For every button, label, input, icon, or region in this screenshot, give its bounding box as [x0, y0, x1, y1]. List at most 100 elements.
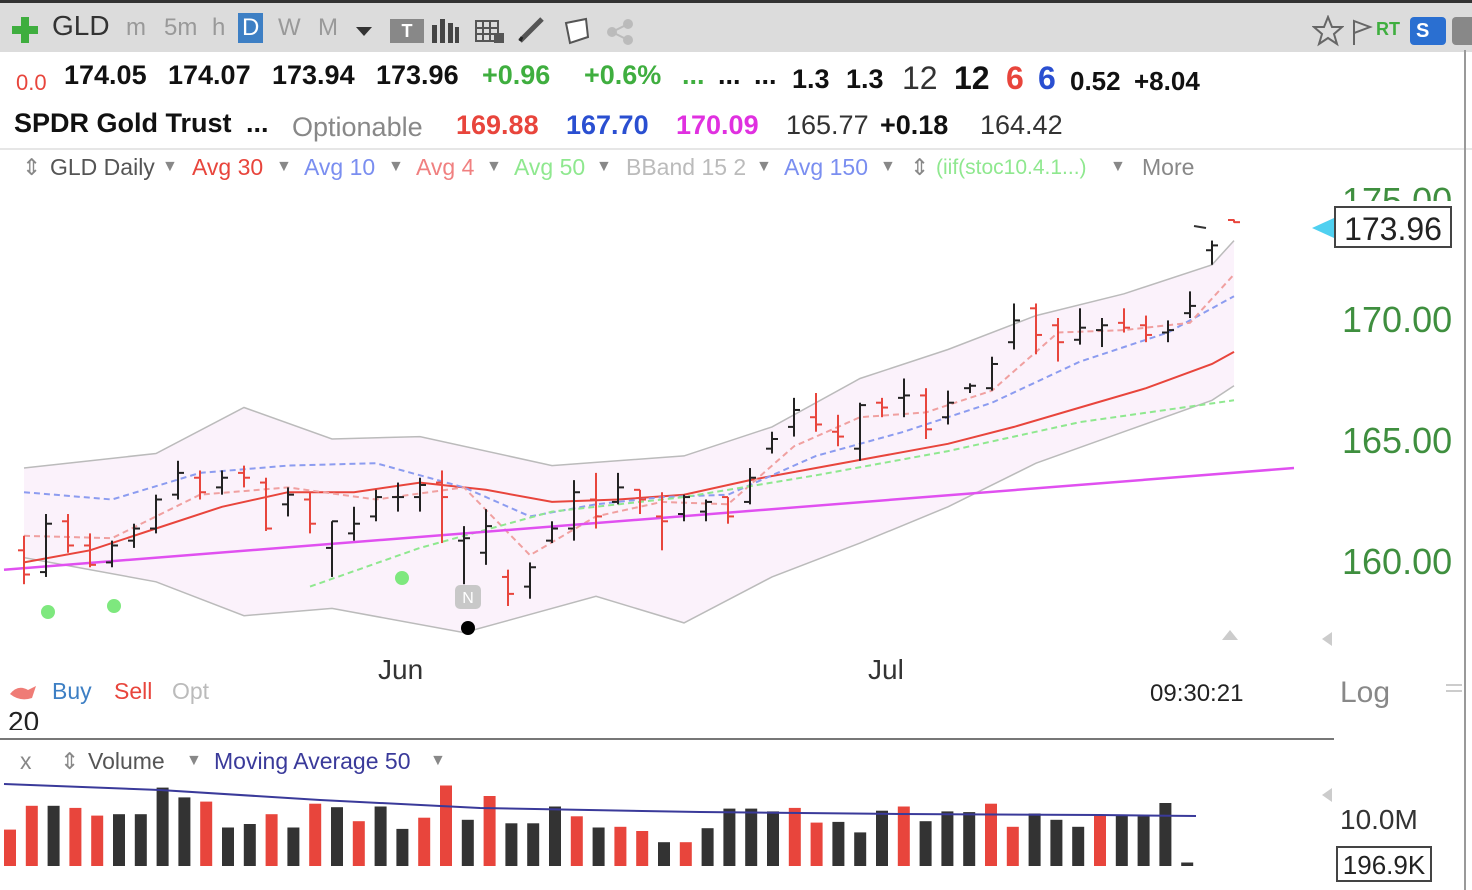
price-bar	[1096, 318, 1108, 348]
volume-bar	[113, 814, 125, 866]
legend-bband-dropdown-icon[interactable]: ▼	[756, 158, 772, 175]
s-menu-button[interactable]: S	[1410, 17, 1446, 45]
flag-icon[interactable]	[1350, 17, 1374, 47]
price-bar	[84, 533, 96, 568]
quote-value-2: 1.3	[846, 64, 884, 94]
price-field-6: 164.42	[980, 110, 1063, 140]
price-bar	[1030, 303, 1042, 355]
volume-bar	[701, 828, 714, 866]
text-tool-icon[interactable]: T	[390, 19, 424, 43]
volume-ma-dropdown-icon[interactable]: ▼	[430, 752, 446, 769]
volume-bar	[309, 803, 322, 866]
quote-dots-3: ...	[754, 60, 777, 90]
price-bar	[1162, 320, 1174, 343]
price-bar	[392, 482, 404, 512]
volume-bar	[810, 822, 823, 866]
price-bar	[216, 470, 228, 495]
volume-bar	[963, 812, 976, 866]
bband-upper-line	[23, 240, 1235, 469]
add-icon[interactable]	[10, 15, 40, 45]
legend-avg30-dropdown-icon[interactable]: ▼	[276, 158, 292, 175]
legend-main-dropdown-icon[interactable]: ▼	[162, 158, 178, 175]
signal-dot-green	[107, 599, 121, 613]
volume-bar	[1072, 826, 1085, 866]
volume-scroll-icon[interactable]	[1322, 788, 1332, 802]
timeframe-daily[interactable]: D	[238, 13, 264, 43]
bar-style-icon[interactable]	[430, 17, 460, 45]
volume-bar	[47, 805, 60, 866]
signal-dot-green	[41, 605, 55, 619]
quote-dots-1: ...	[682, 60, 705, 90]
volume-bar	[331, 807, 343, 866]
timeframe-weekly[interactable]: W	[278, 14, 301, 41]
price-bar	[678, 494, 690, 522]
star-icon[interactable]	[1311, 14, 1345, 47]
price-bars	[18, 218, 1240, 606]
price-label-165: 165.00	[1342, 420, 1453, 461]
options-button[interactable]: Opt	[172, 678, 210, 704]
legend-avg50[interactable]: Avg 50	[514, 154, 586, 180]
note-icon[interactable]	[562, 17, 592, 45]
volume-bars	[3, 783, 1197, 866]
scroll-left-icon[interactable]	[1322, 632, 1332, 646]
legend-avg150-dropdown-icon[interactable]: ▼	[880, 158, 896, 175]
legend-avg30[interactable]: Avg 30	[192, 154, 264, 180]
realtime-badge[interactable]: RT	[1376, 19, 1400, 39]
price-bar	[524, 562, 536, 599]
volume-bar	[658, 842, 670, 866]
reorder-icon[interactable]: ⇕	[22, 154, 42, 180]
price-bar	[898, 378, 910, 418]
legend-avg150[interactable]: Avg 150	[784, 154, 868, 180]
quote-dots-2: ...	[718, 60, 741, 90]
price-field-1: 169.88	[456, 110, 539, 140]
legend-avg10-dropdown-icon[interactable]: ▼	[388, 158, 404, 175]
legend-more[interactable]: More	[1142, 154, 1195, 180]
quote-value-6: 6	[1038, 60, 1056, 96]
news-badge-label: N	[462, 590, 474, 607]
close-pane-button[interactable]: x	[20, 748, 32, 774]
legend-avg4-dropdown-icon[interactable]: ▼	[486, 158, 502, 175]
volume-dropdown-icon[interactable]: ▼	[186, 752, 202, 769]
trade-icon[interactable]	[8, 680, 38, 704]
volume-bar	[941, 811, 954, 866]
legend-avg10[interactable]: Avg 10	[304, 154, 376, 180]
price-bar	[370, 489, 382, 522]
legend-stoc-reorder-icon[interactable]: ⇕	[910, 154, 930, 180]
price-bar	[854, 402, 866, 461]
volume-bar	[767, 811, 779, 866]
volume-bar	[723, 808, 736, 866]
legend-avg50-dropdown-icon[interactable]: ▼	[596, 158, 612, 175]
legend-main[interactable]: GLD Daily	[50, 154, 155, 180]
resize-handle-icon[interactable]	[1446, 684, 1462, 686]
volume-current-box: 196.9K	[1336, 846, 1432, 882]
volume-reorder-icon[interactable]: ⇕	[60, 748, 80, 774]
scroll-up-icon[interactable]	[1222, 630, 1238, 640]
price-bar	[1184, 291, 1196, 318]
timeframe-hour[interactable]: h	[212, 14, 226, 41]
timeframe-dropdown-icon[interactable]	[356, 27, 372, 36]
pencil-icon[interactable]	[516, 15, 546, 45]
timeframe-5-minute[interactable]: 5m	[164, 14, 198, 41]
legend-stoc-dropdown-icon[interactable]: ▼	[1110, 158, 1126, 175]
grid-settings-icon[interactable]	[474, 17, 504, 45]
price-label-170: 170.00	[1342, 299, 1453, 340]
window-menu-icon[interactable]	[1452, 17, 1472, 45]
high-price: 174.07	[168, 60, 251, 90]
legend-avg4[interactable]: Avg 4	[416, 154, 475, 180]
timeframe-monthly[interactable]: M	[318, 14, 338, 41]
sell-button[interactable]: Sell	[114, 678, 153, 704]
log-scale-toggle[interactable]: Log	[1340, 676, 1391, 709]
legend-stoc[interactable]: (iif(stoc10.4.1...)	[936, 156, 1087, 179]
share-icon[interactable]	[604, 17, 638, 47]
month-label-jul: Jul	[868, 654, 904, 685]
timeframe-minute[interactable]: m	[126, 14, 146, 41]
volume-label[interactable]: Volume	[88, 748, 165, 774]
volume-bar	[178, 797, 191, 866]
legend-bband[interactable]: BBand 15 2	[626, 154, 747, 180]
symbol-label[interactable]: GLD	[52, 10, 110, 41]
buy-button[interactable]: Buy	[52, 678, 92, 704]
volume-pane-divider[interactable]	[0, 738, 1334, 740]
volume-ma-label[interactable]: Moving Average 50	[214, 748, 411, 774]
price-bar	[480, 509, 492, 565]
